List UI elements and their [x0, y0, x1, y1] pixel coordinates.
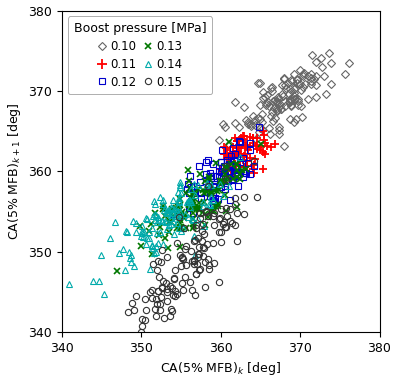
Legend: 0.10, 0.11, 0.12, 0.13, 0.14, 0.15: 0.10, 0.11, 0.12, 0.13, 0.14, 0.15	[67, 16, 212, 95]
X-axis label: CA(5% MFB)$_k$ [deg]: CA(5% MFB)$_k$ [deg]	[160, 360, 281, 377]
Y-axis label: CA(5% MFB)$_{k+1}$ [deg]: CA(5% MFB)$_{k+1}$ [deg]	[6, 103, 23, 240]
